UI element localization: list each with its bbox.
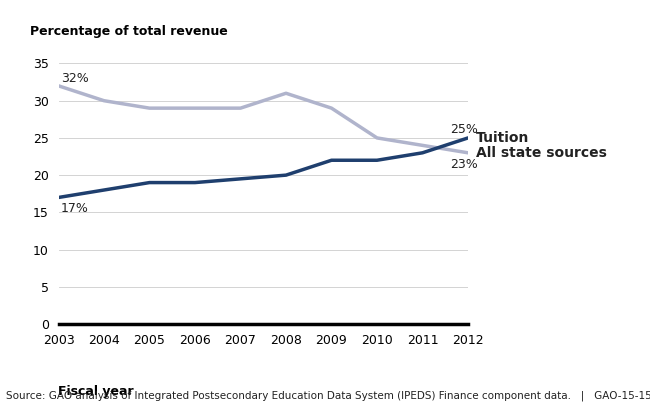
Text: Fiscal year: Fiscal year bbox=[58, 385, 134, 398]
Text: Source: GAO analysis of Integrated Postsecondary Education Data System (IPEDS) F: Source: GAO analysis of Integrated Posts… bbox=[6, 390, 650, 401]
Text: Percentage of total revenue: Percentage of total revenue bbox=[30, 25, 228, 38]
Text: Tuition: Tuition bbox=[476, 131, 530, 145]
Text: All state sources: All state sources bbox=[476, 146, 607, 160]
Text: 25%: 25% bbox=[450, 124, 478, 136]
Text: 32%: 32% bbox=[60, 72, 88, 85]
Text: 23%: 23% bbox=[450, 158, 478, 171]
Text: 17%: 17% bbox=[60, 202, 88, 215]
